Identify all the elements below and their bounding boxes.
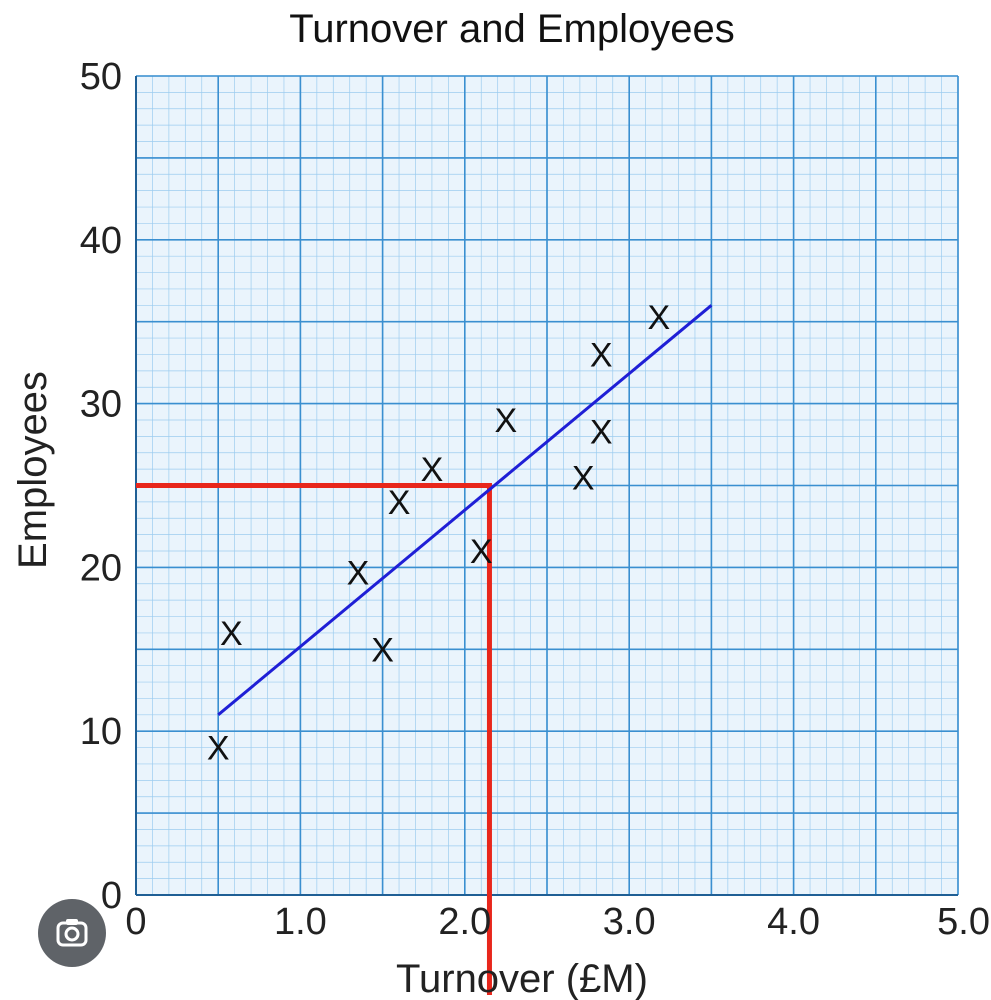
x-axis-ticks: 0 1.0 2.0 3.0 4.0 5.0: [125, 901, 990, 943]
data-point: X: [572, 459, 595, 497]
y-tick-label: 20: [80, 547, 122, 589]
x-tick-label: 5.0: [937, 901, 990, 943]
data-point: X: [647, 299, 670, 337]
google-lens-icon[interactable]: [38, 899, 106, 967]
data-point: X: [470, 533, 493, 571]
x-tick-label: 2.0: [438, 901, 491, 943]
data-point: X: [495, 402, 518, 440]
line-of-best-fit: [217, 304, 713, 716]
data-point: X: [207, 730, 230, 768]
reading-lines: [136, 483, 492, 995]
best-fit-line: [217, 304, 713, 716]
y-tick-label: 40: [80, 220, 122, 262]
x-tick-label: 3.0: [603, 901, 656, 943]
x-tick-label: 1.0: [274, 901, 327, 943]
data-point: X: [421, 451, 444, 489]
y-tick-label: 50: [80, 56, 122, 98]
data-point: X: [590, 413, 613, 451]
data-point: X: [220, 615, 243, 653]
data-point: X: [371, 631, 394, 669]
x-axis-label: Turnover (£M): [396, 957, 648, 1000]
y-axis-ticks: 0 10 20 30 40 50: [80, 56, 122, 917]
x-tick-label: 4.0: [767, 901, 820, 943]
y-axis-label: Employees: [11, 371, 55, 569]
y-tick-label: 10: [80, 711, 122, 753]
y-tick-label: 30: [80, 384, 122, 426]
y-tick-label: 0: [101, 875, 122, 917]
data-point: X: [590, 336, 613, 374]
reading-line-red: [136, 483, 492, 995]
lens-glyph: [56, 919, 88, 947]
data-point: X: [347, 554, 370, 592]
x-tick-label: 0: [125, 901, 146, 943]
data-point: X: [388, 484, 411, 522]
chart-title: Turnover and Employees: [289, 7, 734, 51]
